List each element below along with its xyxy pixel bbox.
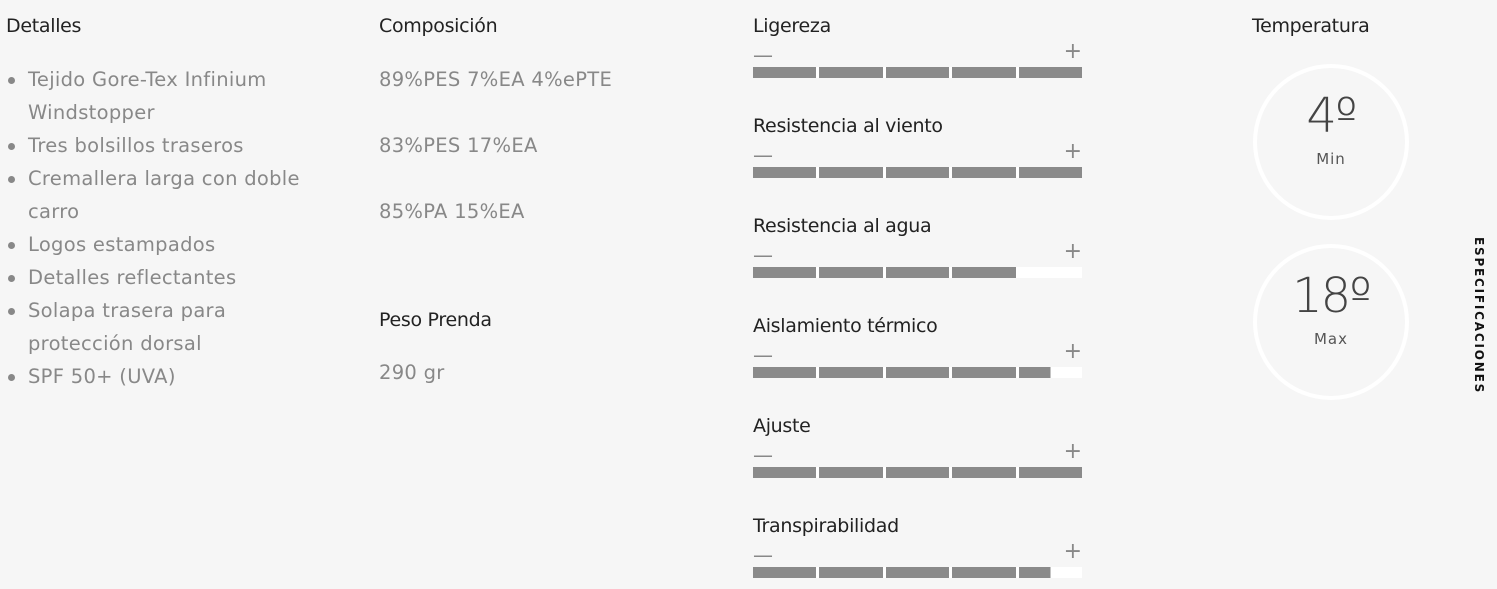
- temp-max-circle: 18º Max: [1253, 244, 1409, 400]
- rating-segment: [885, 367, 950, 378]
- minus-icon: —: [753, 143, 773, 167]
- rating-segment: [952, 567, 1016, 578]
- rating-bar: [753, 567, 1083, 578]
- composition-value: 83%PES 17%EA: [379, 134, 538, 157]
- rating-segment: [753, 367, 817, 378]
- plus-icon: +: [1063, 239, 1082, 264]
- minus-icon: —: [753, 543, 773, 567]
- list-item: Detalles reflectantes: [6, 261, 336, 294]
- rating-1: Resistencia al viento — +: [753, 115, 1083, 178]
- rating-2: Resistencia al agua — +: [753, 215, 1083, 278]
- rating-segment: [819, 67, 883, 78]
- rating-segment: [819, 467, 883, 478]
- rating-4: Ajuste — +: [753, 415, 1083, 478]
- rating-segment: [819, 267, 883, 278]
- plus-icon: +: [1063, 139, 1082, 164]
- detalles-title: Detalles: [6, 15, 82, 37]
- rating-segment: [1018, 567, 1083, 578]
- composicion-title: Composición: [379, 15, 498, 37]
- rating-segment: [952, 167, 1016, 178]
- rating-segment: [753, 467, 817, 478]
- minus-icon: —: [753, 243, 773, 267]
- rating-segment: [885, 267, 950, 278]
- composition-value: 85%PA 15%EA: [379, 200, 525, 223]
- rating-segment: [753, 567, 817, 578]
- minus-icon: —: [753, 43, 773, 67]
- especificaciones-tab[interactable]: ESPECIFICACIONES: [1472, 237, 1486, 395]
- list-item: Solapa trasera para protección dorsal: [6, 294, 336, 360]
- rating-label: Ligereza: [753, 15, 831, 37]
- rating-bar: [753, 167, 1083, 178]
- temp-min-value: 4º: [1306, 88, 1357, 144]
- rating-segment: [885, 467, 950, 478]
- rating-segment: [1018, 67, 1083, 78]
- plus-icon: +: [1063, 539, 1082, 564]
- rating-segment: [952, 367, 1016, 378]
- rating-segment: [1018, 467, 1083, 478]
- rating-label: Aislamiento térmico: [753, 315, 938, 337]
- minus-icon: —: [753, 343, 773, 367]
- rating-segment: [885, 67, 950, 78]
- list-item: Tejido Gore-Tex Infinium Windstopper: [6, 63, 336, 129]
- list-item: Cremallera larga con doble carro: [6, 162, 336, 228]
- rating-segment: [753, 167, 817, 178]
- rating-label: Resistencia al viento: [753, 115, 943, 137]
- temperatura-title: Temperatura: [1252, 15, 1370, 37]
- rating-label: Ajuste: [753, 415, 811, 437]
- peso-title: Peso Prenda: [379, 309, 492, 331]
- rating-segment: [753, 67, 817, 78]
- rating-bar: [753, 267, 1083, 278]
- rating-bar: [753, 467, 1083, 478]
- rating-segment: [1018, 267, 1083, 278]
- rating-segment: [952, 267, 1016, 278]
- rating-segment: [885, 167, 950, 178]
- composition-value: 89%PES 7%EA 4%ePTE: [379, 68, 613, 91]
- list-item: Tres bolsillos traseros: [6, 129, 336, 162]
- rating-segment: [1018, 167, 1083, 178]
- temp-max-value: 18º: [1292, 268, 1372, 324]
- plus-icon: +: [1063, 439, 1082, 464]
- list-item: SPF 50+ (UVA): [6, 360, 336, 393]
- rating-0: Ligereza — +: [753, 15, 1083, 78]
- plus-icon: +: [1063, 339, 1082, 364]
- rating-3: Aislamiento térmico — +: [753, 315, 1083, 378]
- plus-icon: +: [1063, 39, 1082, 64]
- temp-max-label: Max: [1313, 330, 1348, 348]
- rating-label: Transpirabilidad: [753, 515, 899, 537]
- rating-segment: [753, 267, 817, 278]
- rating-segment: [819, 167, 883, 178]
- temp-min-label: Min: [1316, 150, 1346, 168]
- rating-5: Transpirabilidad — +: [753, 515, 1083, 578]
- rating-segment: [885, 567, 950, 578]
- rating-segment: [1018, 367, 1083, 378]
- peso-value: 290 gr: [379, 361, 445, 384]
- rating-label: Resistencia al agua: [753, 215, 932, 237]
- rating-segment: [819, 367, 883, 378]
- detalles-list: Tejido Gore-Tex Infinium Windstopper Tre…: [6, 63, 336, 393]
- list-item: Logos estampados: [6, 228, 336, 261]
- rating-segment: [952, 467, 1016, 478]
- temp-min-circle: 4º Min: [1253, 64, 1409, 220]
- rating-bar: [753, 367, 1083, 378]
- rating-segment: [819, 567, 883, 578]
- minus-icon: —: [753, 443, 773, 467]
- rating-segment: [952, 67, 1016, 78]
- rating-bar: [753, 67, 1083, 78]
